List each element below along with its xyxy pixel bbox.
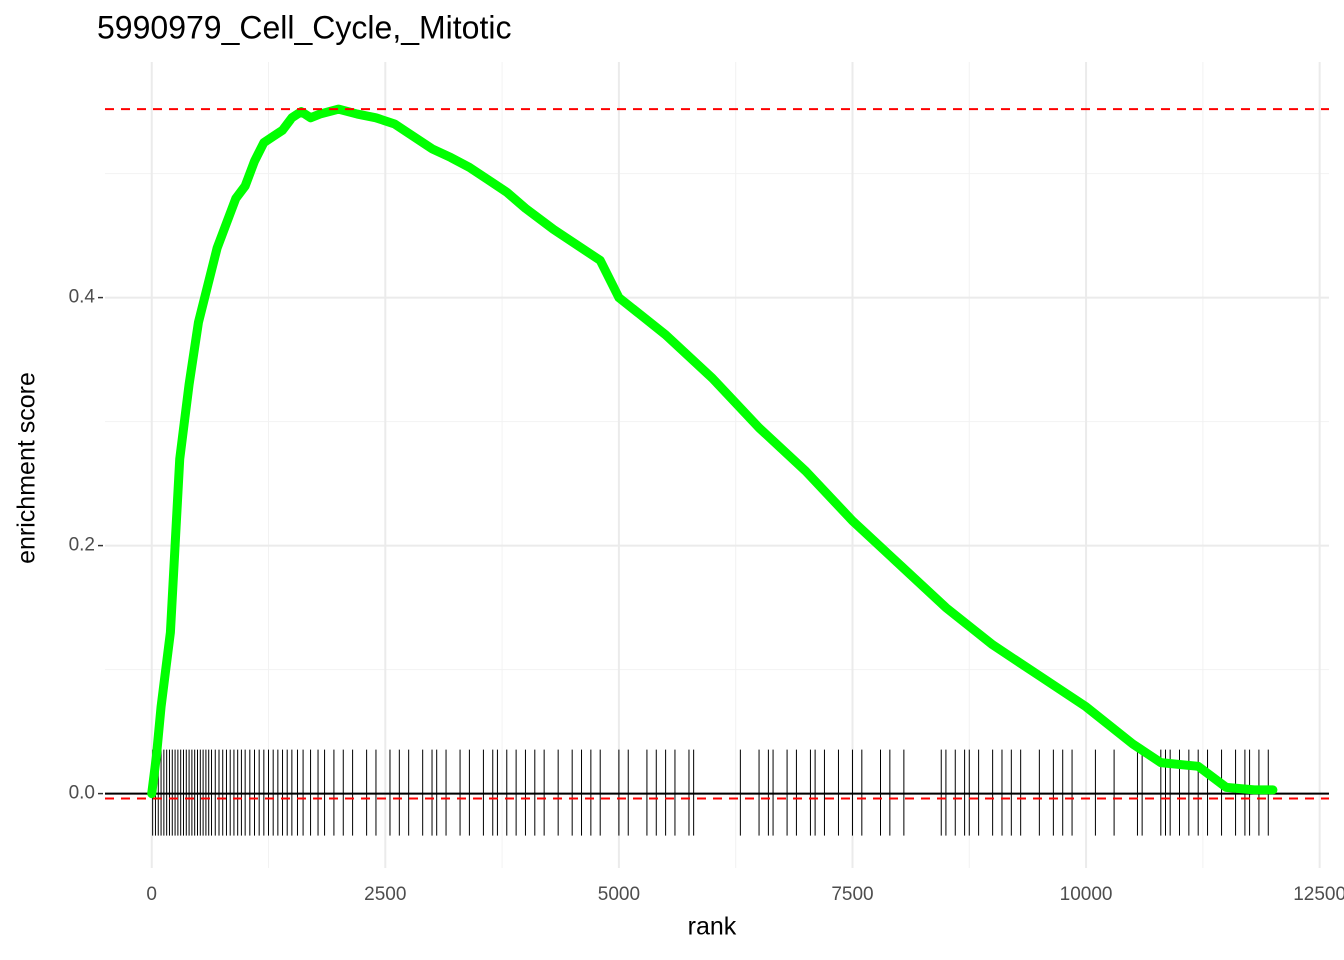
x-tick-label: 0 xyxy=(146,884,157,905)
x-axis-label: rank xyxy=(688,913,737,941)
x-tick-label: 10000 xyxy=(1060,884,1113,905)
x-tick-label: 12500 xyxy=(1293,884,1344,905)
enrichment-line xyxy=(147,104,1278,799)
y-tick-label: 0.2 xyxy=(69,535,95,556)
y-axis-label: enrichment score xyxy=(13,372,41,564)
y-tick-label: 0.4 xyxy=(69,287,96,308)
x-tick-label: 7500 xyxy=(831,884,873,905)
x-tick-label: 2500 xyxy=(364,884,406,905)
chart-title: 5990979_Cell_Cycle,_Mitotic xyxy=(97,9,511,45)
y-tick-label: 0.0 xyxy=(69,783,95,804)
x-tick-label: 5000 xyxy=(598,884,640,905)
